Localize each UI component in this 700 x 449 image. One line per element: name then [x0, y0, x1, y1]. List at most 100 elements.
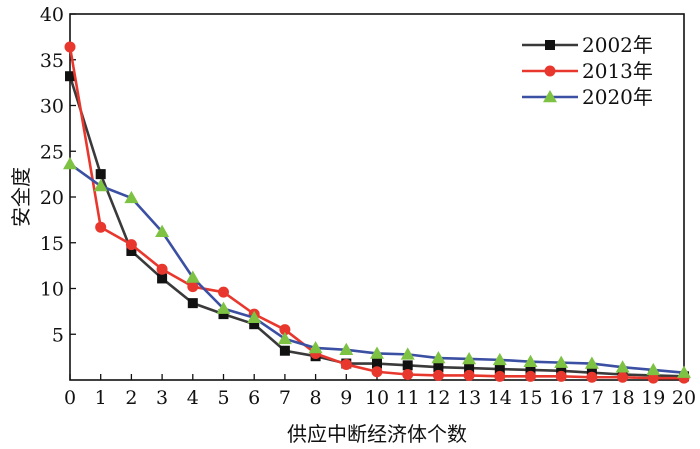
- legend-marker: [545, 40, 555, 50]
- x-tick-label: 2: [125, 387, 137, 409]
- data-point: [646, 362, 661, 376]
- data-point: [370, 346, 384, 359]
- data-point: [277, 331, 292, 345]
- y-tick-label: 35: [40, 50, 64, 72]
- series-circle: [64, 41, 690, 384]
- data-point: [462, 351, 477, 365]
- legend-label: 2013年: [582, 59, 653, 83]
- y-tick-label: 20: [40, 187, 64, 209]
- data-point: [218, 309, 229, 320]
- axes-layer: 0 1 2 3 4 5 6 7 8 9 10 11 12 13 14 15 16 17 18 19 2051015202…: [40, 4, 696, 409]
- data-point: [647, 372, 659, 384]
- data-point: [615, 360, 630, 373]
- x-tick-label: 16: [549, 387, 573, 409]
- y-axis-title: 安全度: [9, 167, 33, 227]
- data-point: [247, 310, 262, 324]
- data-point: [525, 364, 536, 375]
- x-tick-label: 9: [340, 387, 352, 409]
- y-tick-label: 10: [40, 279, 64, 301]
- y-tick-label: 15: [40, 233, 64, 255]
- data-point: [185, 270, 200, 283]
- data-point: [308, 340, 323, 354]
- data-point: [126, 245, 137, 256]
- x-tick-label: 19: [641, 387, 665, 409]
- data-point: [525, 370, 536, 382]
- data-point: [677, 365, 691, 378]
- x-tick-label: 11: [396, 387, 420, 409]
- data-point: [554, 355, 569, 368]
- data-point: [64, 41, 76, 53]
- data-point: [93, 179, 108, 192]
- x-tick-label: 10: [365, 387, 389, 409]
- legend-label: 2020年: [582, 85, 653, 109]
- x-tick-label: 3: [156, 387, 168, 409]
- data-point: [63, 157, 77, 170]
- data-point: [584, 356, 599, 369]
- legend-item: 2013年: [522, 59, 653, 83]
- data-point: [492, 352, 507, 366]
- y-tick-label: 25: [40, 141, 64, 163]
- legend-marker: [543, 90, 557, 103]
- data-point: [249, 319, 260, 330]
- data-point: [433, 362, 444, 373]
- x-tick-label: 6: [248, 387, 260, 409]
- data-point: [279, 324, 291, 336]
- x-tick-label: 18: [611, 387, 635, 409]
- data-point: [523, 354, 538, 367]
- x-tick-label: 0: [64, 387, 76, 409]
- data-point: [279, 345, 290, 356]
- legend-marker: [544, 65, 556, 77]
- data-point: [463, 369, 475, 381]
- x-tick-label: 4: [187, 387, 199, 409]
- data-point: [157, 273, 168, 284]
- x-tick-label: 13: [457, 387, 481, 409]
- data-point: [95, 169, 106, 180]
- x-tick-label: 7: [279, 387, 291, 409]
- data-point: [371, 366, 383, 378]
- x-tick-label: 1: [95, 387, 107, 409]
- x-tick-label: 8: [310, 387, 322, 409]
- data-point: [464, 363, 475, 374]
- data-point: [555, 370, 567, 382]
- legend-item: 2002年: [522, 33, 653, 57]
- y-tick-label: 5: [52, 324, 64, 346]
- data-point: [339, 342, 354, 356]
- data-point: [494, 370, 506, 382]
- y-tick-label: 40: [40, 4, 64, 26]
- x-axis-title: 供应中断经济体个数: [287, 422, 467, 446]
- data-point: [400, 347, 415, 360]
- data-point: [494, 364, 505, 375]
- x-tick-label: 17: [580, 387, 604, 409]
- data-point: [586, 371, 598, 383]
- data-point: [65, 71, 75, 82]
- x-tick-label: 12: [426, 387, 450, 409]
- data-point: [402, 369, 414, 381]
- data-point: [617, 371, 629, 383]
- series-layer: [63, 41, 691, 384]
- data-point: [218, 286, 229, 298]
- x-tick-label: 5: [217, 387, 229, 409]
- legend-label: 2002年: [582, 33, 653, 57]
- data-point: [125, 239, 137, 251]
- data-point: [187, 298, 198, 309]
- data-point: [95, 221, 107, 233]
- data-point: [187, 281, 199, 293]
- x-tick-label: 20: [672, 387, 696, 409]
- x-tick-label: 14: [488, 387, 512, 409]
- y-tick-label: 30: [40, 96, 64, 118]
- data-point: [372, 358, 382, 369]
- data-point: [156, 263, 168, 275]
- data-point: [155, 224, 170, 238]
- data-point: [432, 369, 444, 381]
- data-point: [340, 358, 352, 370]
- legend-item: 2020年: [522, 85, 653, 109]
- data-point: [402, 360, 413, 371]
- data-point: [431, 351, 446, 364]
- data-point: [216, 301, 231, 314]
- series-triangle: [63, 157, 691, 378]
- data-point: [124, 190, 139, 204]
- x-tick-label: 15: [518, 387, 542, 409]
